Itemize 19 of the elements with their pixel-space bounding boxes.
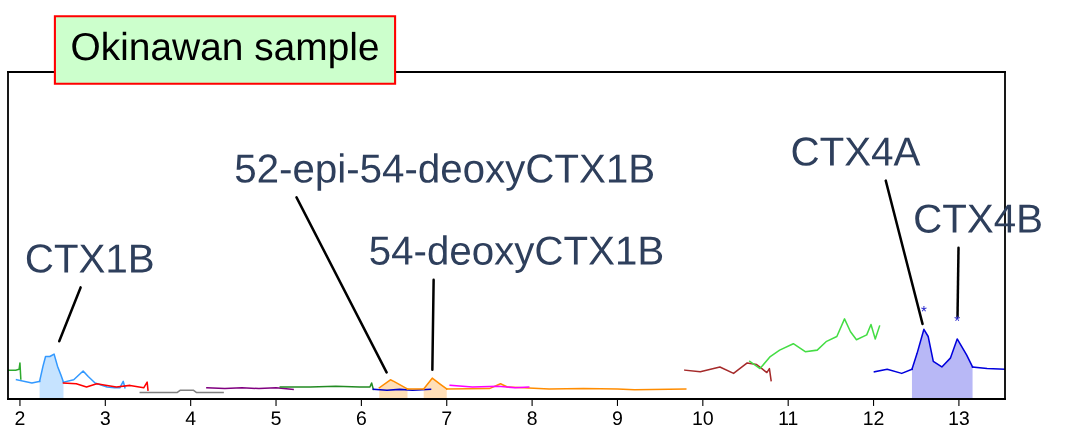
x-tick-label: 10 [693, 411, 713, 426]
x-tick-label: 7 [442, 411, 452, 425]
annotation: CTX4A [792, 137, 921, 166]
x-tick-label: 6 [356, 411, 366, 426]
chart-title: Okinawan sample [72, 31, 378, 69]
annotation: 52-epi-54-deoxyCTX1B [235, 153, 654, 191]
x-tick-label: 12 [864, 411, 884, 425]
annotation: * [921, 306, 927, 312]
annotation: 54-deoxyCTX1B [370, 235, 663, 273]
annotation: * [954, 315, 960, 322]
x-tick-label: 5 [271, 411, 281, 426]
x-tick-label: 13 [949, 411, 969, 426]
annotation: CTX1B [26, 244, 153, 273]
x-tick-label: 9 [612, 411, 622, 426]
x-tick-label: 3 [100, 411, 110, 426]
x-tick-label: 8 [527, 411, 537, 426]
x-tick-label: 4 [185, 411, 196, 425]
x-tick-label: 2 [15, 411, 25, 425]
x-tick-label: 11 [779, 411, 798, 425]
